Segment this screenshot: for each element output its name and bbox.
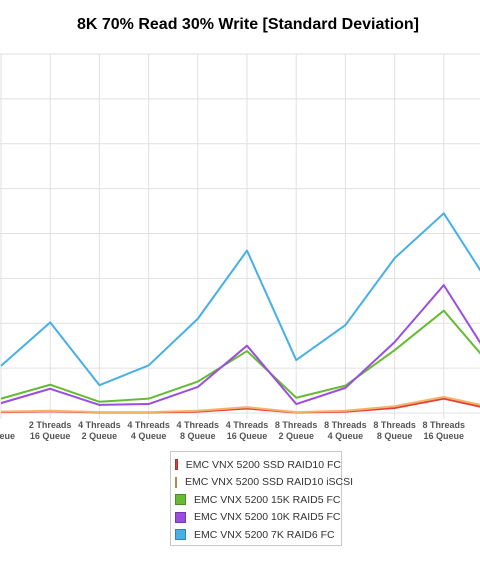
x-tick-label: 4 Threads bbox=[78, 420, 121, 430]
x-tick-label: 8 Queue bbox=[180, 431, 216, 441]
legend-swatch bbox=[175, 529, 186, 541]
legend-label: EMC VNX 5200 SSD RAID10 FC bbox=[185, 458, 341, 471]
x-tick-label: 4 Queue bbox=[328, 431, 364, 441]
legend-item[interactable]: EMC VNX 5200 7K RAID6 FC bbox=[175, 526, 341, 544]
x-tick-label: 2 Queue bbox=[278, 431, 314, 441]
legend-label: EMC VNX 5200 10K RAID5 FC bbox=[194, 511, 341, 524]
x-tick-label: 8 Threads bbox=[275, 420, 318, 430]
series-line-1 bbox=[0, 395, 480, 414]
x-tick-label: 8 Threads bbox=[423, 420, 466, 430]
series-line-4 bbox=[0, 212, 480, 387]
x-tick-label: 8 Threads bbox=[373, 420, 416, 430]
x-tick-label: 16 Queue bbox=[227, 431, 268, 441]
x-tick-label: 16 Queue bbox=[30, 431, 71, 441]
legend-item[interactable]: EMC VNX 5200 SSD RAID10 FC bbox=[175, 456, 341, 474]
x-tick-label: 2 Queue bbox=[82, 431, 118, 441]
x-tick-label: 4 Queue bbox=[131, 431, 167, 441]
x-tick-label: 4 Threads bbox=[226, 420, 269, 430]
legend-swatch bbox=[175, 494, 186, 506]
legend-label: EMC VNX 5200 7K RAID6 FC bbox=[194, 528, 335, 541]
x-tick-label: 8 Queue bbox=[377, 431, 413, 441]
legend-swatch bbox=[175, 511, 186, 523]
legend: EMC VNX 5200 SSD RAID10 FC EMC VNX 5200 S… bbox=[170, 451, 353, 546]
legend-item[interactable]: EMC VNX 5200 15K RAID5 FC bbox=[175, 491, 341, 509]
x-tick-label: 16 Queue bbox=[424, 431, 465, 441]
legend-label: EMC VNX 5200 SSD RAID10 iSCSI bbox=[185, 476, 354, 489]
chart-title: 8K 70% Read 30% Write [Standard Deviatio… bbox=[76, 16, 420, 33]
grid bbox=[0, 53, 480, 419]
legend-label: EMC VNX 5200 15K RAID5 FC bbox=[194, 493, 341, 506]
series-line-3 bbox=[0, 284, 480, 406]
x-tick-label: Queue bbox=[0, 431, 15, 441]
series-lines bbox=[0, 212, 480, 414]
x-tick-label: 8 Threads bbox=[324, 420, 367, 430]
legend-item[interactable]: EMC VNX 5200 10K RAID5 FC bbox=[175, 509, 341, 527]
legend-swatch bbox=[175, 476, 177, 488]
x-tick-label: 4 Threads bbox=[177, 420, 220, 430]
series-line-2 bbox=[0, 309, 480, 403]
legend-item[interactable]: EMC VNX 5200 SSD RAID10 iSCSI bbox=[175, 474, 353, 492]
x-tick-label: 2 Threads bbox=[29, 420, 72, 430]
x-tick-label: 4 Threads bbox=[127, 420, 170, 430]
legend-swatch bbox=[175, 459, 178, 471]
